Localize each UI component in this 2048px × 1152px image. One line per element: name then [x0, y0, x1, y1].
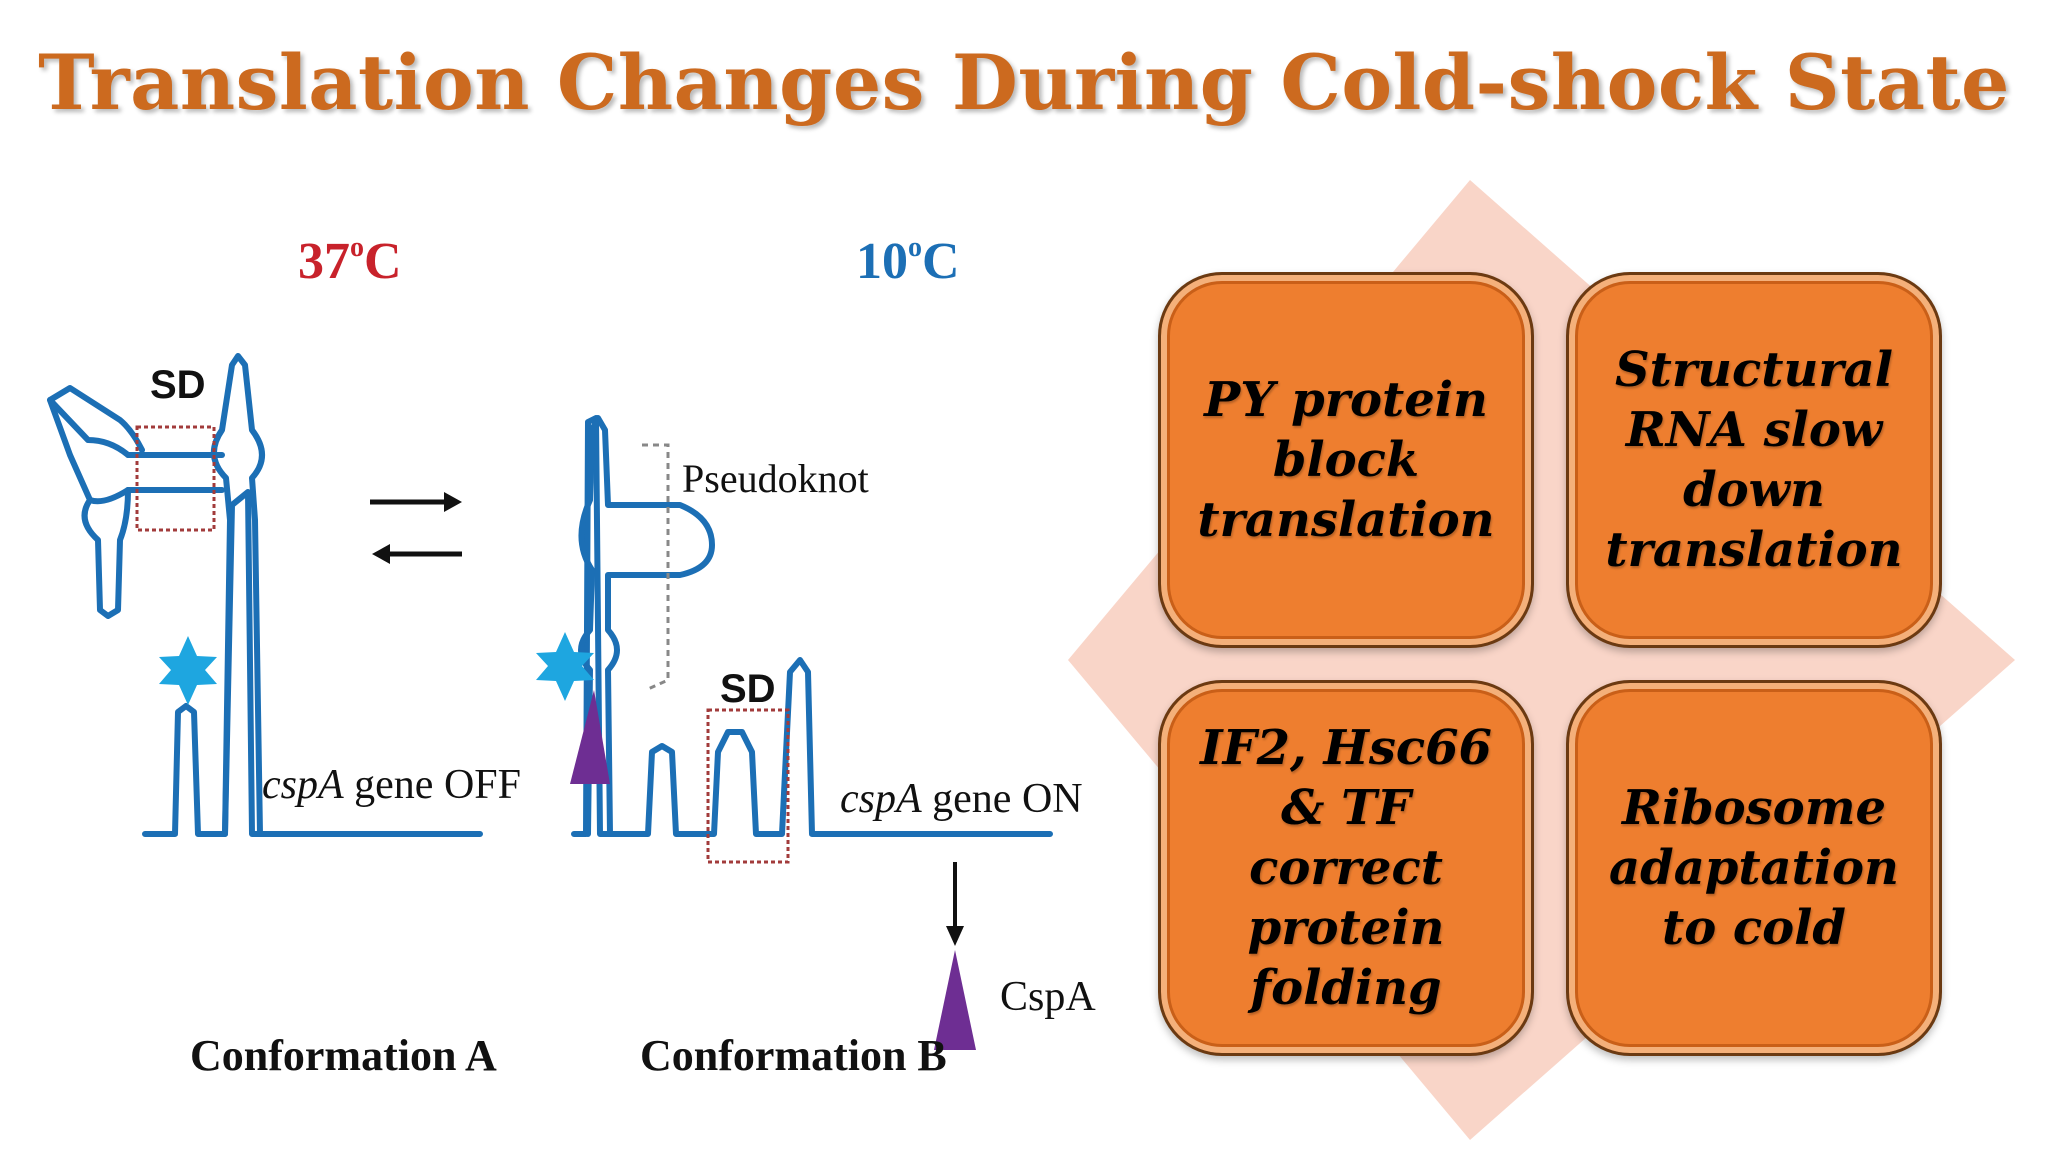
temp-label-10c: 10oC: [856, 232, 960, 290]
conformation-a-rna: [47, 353, 483, 837]
star-icon: [536, 632, 594, 701]
down-arrow-icon: [946, 862, 964, 946]
panel-text: Structural RNA slow down translation: [1605, 342, 1903, 578]
gene-on-label: cspA gene ON: [840, 776, 1083, 822]
panel-text: IF2, Hsc66 & TF correct protein folding: [1200, 720, 1492, 1016]
conformation-b-label: Conformation B: [640, 1031, 947, 1080]
sd-box-b: [706, 708, 790, 864]
star-icon: [159, 636, 217, 705]
cspa-protein-triangle: [934, 950, 976, 1050]
panel-structural-rna: Structural RNA slow down translation: [1566, 272, 1942, 648]
conformation-b-rna: [571, 415, 1053, 837]
sd-box-a: [135, 425, 216, 532]
panel-ribosome: Ribosome adaptation to cold: [1566, 680, 1942, 1056]
slide-title: Translation Changes During Cold-shock St…: [38, 38, 2010, 127]
panel-chaperones: IF2, Hsc66 & TF correct protein folding: [1158, 680, 1534, 1056]
sd-label-a: SD: [150, 363, 206, 407]
equilibrium-arrows-icon: [370, 492, 462, 564]
conformation-a-label: Conformation A: [190, 1031, 497, 1080]
cspa-bound-triangle: [570, 690, 610, 784]
panel-py-protein: PY protein block translation: [1158, 272, 1534, 648]
pseudoknot-label: Pseudoknot: [682, 456, 869, 501]
temp-label-37c: 37oC: [298, 232, 402, 290]
gene-off-label: cspA gene OFF: [262, 762, 521, 808]
sd-label-b: SD: [720, 667, 776, 711]
cspa-label: CspA: [1000, 974, 1096, 1020]
pseudoknot-bracket: [642, 443, 670, 692]
panel-text: Ribosome adaptation to cold: [1609, 780, 1899, 956]
panel-text: PY protein block translation: [1197, 372, 1495, 548]
